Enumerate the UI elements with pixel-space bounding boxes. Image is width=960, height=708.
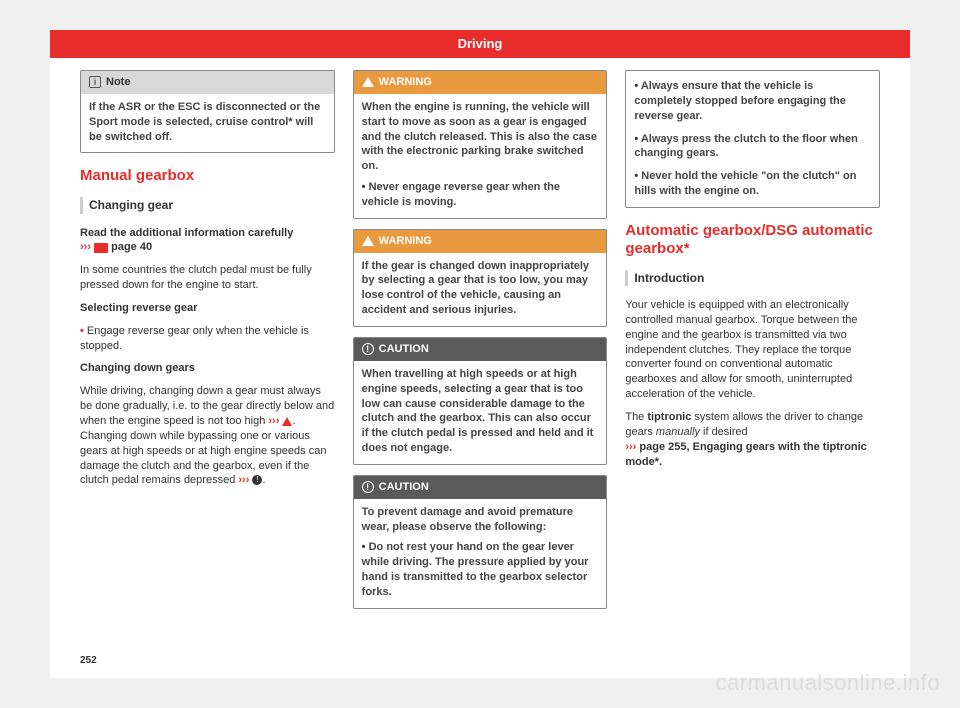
page-ref-40: page 40 <box>111 241 152 253</box>
read-info-text: Read the additional information carefull… <box>80 227 293 239</box>
reverse-bullet: Engage reverse gear only when the vehicl… <box>80 324 335 354</box>
ref-arrows-4: ››› <box>625 441 636 453</box>
tiptronic-word: tiptronic <box>647 411 691 423</box>
selecting-reverse-heading: Selecting reverse gear <box>80 301 335 316</box>
caution-icon: ! <box>362 481 374 493</box>
introduction-subheading: Introduction <box>625 270 880 286</box>
caution-2-label: CAUTION <box>379 480 429 495</box>
automatic-gearbox-heading: Automatic gearbox/DSG automatic gearbox* <box>625 222 880 258</box>
cont-bullet-1: Always ensure that the vehicle is comple… <box>634 79 871 124</box>
caution-1-header: ! CAUTION <box>354 338 607 361</box>
manual-gearbox-heading: Manual gearbox <box>80 167 335 185</box>
watermark: carmanualsonline.info <box>715 670 940 696</box>
warning-icon <box>362 236 374 246</box>
warning-1-text: When the engine is running, the vehicle … <box>362 101 597 172</box>
p2e: if desired <box>700 426 748 438</box>
warning-icon <box>362 77 374 87</box>
note-box: i Note If the ASR or the ESC is disconne… <box>80 70 335 153</box>
caution-2-body: To prevent damage and avoid premature we… <box>354 499 607 608</box>
warning-1-bullet: Never engage reverse gear when the vehic… <box>362 180 599 210</box>
intro-para-1: Your vehicle is equipped with an electro… <box>625 298 880 402</box>
clutch-pedal-para: In some countries the clutch pedal must … <box>80 263 335 293</box>
column-3: Always ensure that the vehicle is comple… <box>625 70 880 619</box>
warning-2-body: If the gear is changed down inappropriat… <box>354 253 607 326</box>
caution-cont-body: Always ensure that the vehicle is comple… <box>626 71 879 207</box>
caution-continued-box: Always ensure that the vehicle is comple… <box>625 70 880 208</box>
p2a: The <box>625 411 647 423</box>
caution-box-2: ! CAUTION To prevent damage and avoid pr… <box>353 475 608 609</box>
warning-1-body: When the engine is running, the vehicle … <box>354 94 607 218</box>
circle-icon: ! <box>252 475 262 485</box>
content-columns: i Note If the ASR or the ESC is disconne… <box>50 58 910 629</box>
ref-arrows-2: ››› <box>268 415 279 427</box>
caution-2-header: ! CAUTION <box>354 476 607 499</box>
page: Driving i Note If the ASR or the ESC is … <box>50 30 910 678</box>
intro-para-2: The tiptronic system allows the driver t… <box>625 410 880 469</box>
note-header-label: Note <box>106 75 130 90</box>
column-2: WARNING When the engine is running, the … <box>353 70 608 619</box>
read-info-para: Read the additional information carefull… <box>80 226 335 256</box>
caution-2-text: To prevent damage and avoid premature we… <box>362 506 573 533</box>
cont-bullet-3: Never hold the vehicle "on the clutch" o… <box>634 169 871 199</box>
caution-1-label: CAUTION <box>379 342 429 357</box>
caution-1-body: When travelling at high speeds or at hig… <box>354 361 607 464</box>
note-body: If the ASR or the ESC is disconnected or… <box>81 94 334 153</box>
warning-2-label: WARNING <box>379 234 432 249</box>
note-header: i Note <box>81 71 334 94</box>
changing-down-text-a: While driving, changing down a gear must… <box>80 385 334 427</box>
changing-down-para: While driving, changing down a gear must… <box>80 384 335 488</box>
caution-icon: ! <box>362 343 374 355</box>
changing-down-heading: Changing down gears <box>80 361 335 376</box>
warning-box-1: WARNING When the engine is running, the … <box>353 70 608 219</box>
ref-arrows-3: ››› <box>238 474 249 486</box>
info-icon: i <box>89 76 101 88</box>
column-1: i Note If the ASR or the ESC is disconne… <box>80 70 335 619</box>
manually-word: manually <box>656 426 700 438</box>
changing-gear-subheading: Changing gear <box>80 197 335 213</box>
warning-2-header: WARNING <box>354 230 607 253</box>
header-title: Driving <box>50 30 910 58</box>
cont-bullet-2: Always press the clutch to the floor whe… <box>634 132 871 162</box>
caution-box-1: ! CAUTION When travelling at high speeds… <box>353 337 608 465</box>
warning-1-header: WARNING <box>354 71 607 94</box>
page-number: 252 <box>80 655 97 666</box>
book-icon <box>94 243 108 253</box>
ref-arrows-1: ››› <box>80 241 91 253</box>
warning-box-2: WARNING If the gear is changed down inap… <box>353 229 608 327</box>
warning-1-label: WARNING <box>379 75 432 90</box>
caution-2-bullet: Do not rest your hand on the gear lever … <box>362 540 599 599</box>
page-ref-255: page 255, Engaging gears with the tiptro… <box>625 441 866 468</box>
triangle-icon <box>282 417 292 426</box>
